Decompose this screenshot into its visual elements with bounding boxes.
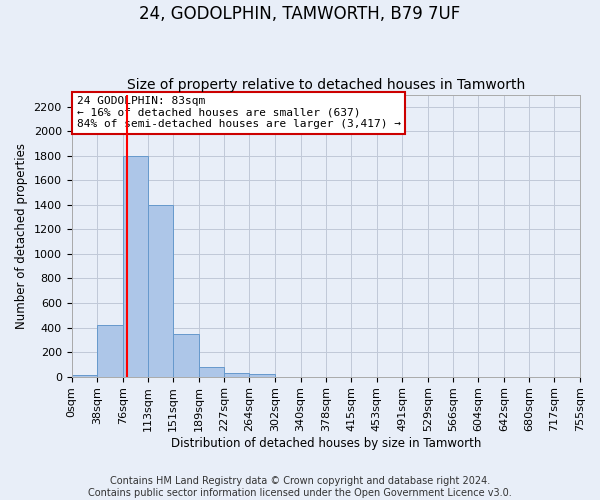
Bar (199, 367, 224, 376)
Bar (250, 374, 275, 376)
Title: Size of property relative to detached houses in Tamworth: Size of property relative to detached ho… (127, 78, 525, 92)
Bar (97, 325, 123, 376)
Text: Contains HM Land Registry data © Crown copyright and database right 2024.
Contai: Contains HM Land Registry data © Crown c… (88, 476, 512, 498)
Bar (71, 375, 97, 376)
Bar (123, 156, 148, 376)
Y-axis label: Number of detached properties: Number of detached properties (15, 142, 28, 328)
X-axis label: Distribution of detached houses by size in Tamworth: Distribution of detached houses by size … (170, 437, 481, 450)
Bar (173, 334, 199, 376)
Text: 24 GODOLPHIN: 83sqm
← 16% of detached houses are smaller (637)
84% of semi-detac: 24 GODOLPHIN: 83sqm ← 16% of detached ho… (77, 96, 401, 129)
Text: 24, GODOLPHIN, TAMWORTH, B79 7UF: 24, GODOLPHIN, TAMWORTH, B79 7UF (139, 5, 461, 23)
Bar (224, 373, 250, 376)
Bar (148, 205, 173, 376)
